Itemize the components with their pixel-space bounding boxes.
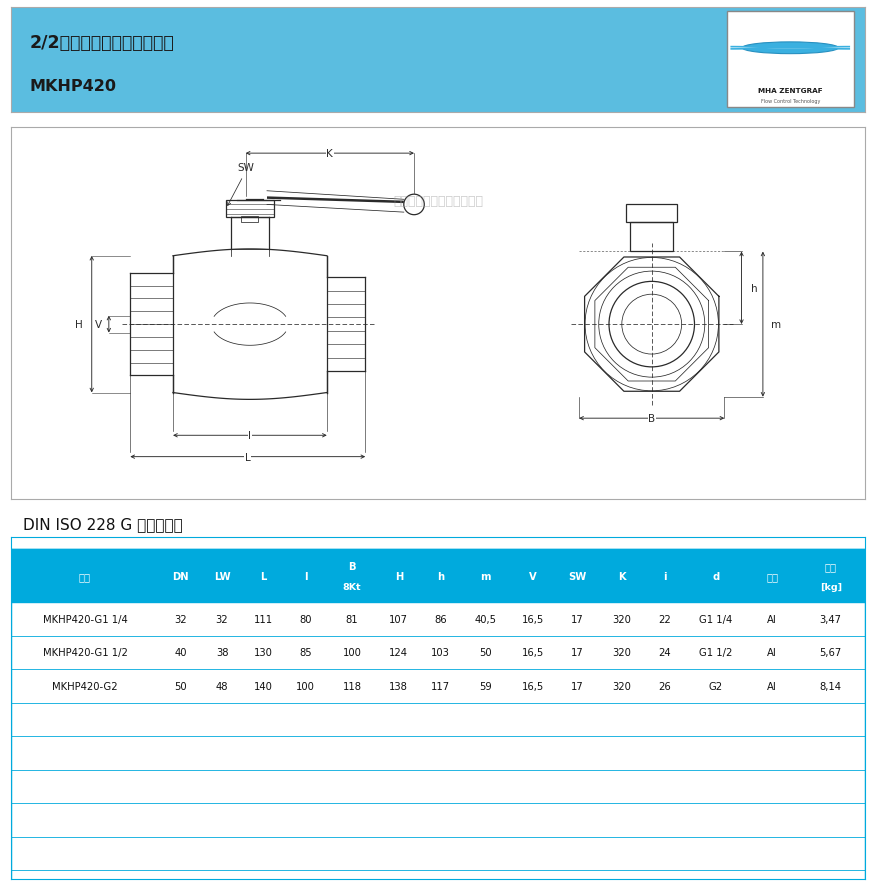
Text: 重量: 重量 bbox=[824, 562, 837, 571]
Bar bbox=[626, 206, 677, 222]
Text: 38: 38 bbox=[215, 648, 229, 657]
Text: L: L bbox=[245, 452, 251, 462]
Text: 80: 80 bbox=[300, 614, 312, 625]
Text: 124: 124 bbox=[389, 648, 408, 657]
Text: 111: 111 bbox=[254, 614, 273, 625]
Text: B: B bbox=[648, 414, 655, 424]
Text: Al: Al bbox=[767, 681, 777, 691]
Text: 8,14: 8,14 bbox=[820, 681, 842, 691]
Text: MKHP420-G2: MKHP420-G2 bbox=[53, 681, 117, 691]
Text: [kg]: [kg] bbox=[820, 582, 842, 591]
Bar bbox=[731, 48, 849, 50]
Text: 50: 50 bbox=[479, 648, 491, 657]
Text: V: V bbox=[529, 571, 537, 581]
Text: 手柄: 手柄 bbox=[766, 571, 778, 581]
Text: 117: 117 bbox=[431, 681, 450, 691]
Text: 32: 32 bbox=[215, 614, 229, 625]
Text: B: B bbox=[349, 562, 356, 571]
Text: MKHP420: MKHP420 bbox=[29, 79, 117, 94]
Text: 16,5: 16,5 bbox=[522, 648, 544, 657]
Text: 40,5: 40,5 bbox=[474, 614, 496, 625]
Text: l: l bbox=[249, 431, 251, 440]
Text: 26: 26 bbox=[659, 681, 671, 691]
Text: Flow Control Technology: Flow Control Technology bbox=[760, 99, 820, 104]
Text: G1 1/4: G1 1/4 bbox=[699, 614, 732, 625]
Text: 22: 22 bbox=[659, 614, 671, 625]
Text: 100: 100 bbox=[343, 648, 362, 657]
Text: H: H bbox=[395, 571, 403, 581]
Text: 17: 17 bbox=[571, 614, 584, 625]
Text: G1 1/2: G1 1/2 bbox=[699, 648, 732, 657]
Text: 85: 85 bbox=[299, 648, 312, 657]
Bar bbox=[226, 201, 274, 218]
Text: K: K bbox=[327, 149, 333, 159]
Text: m: m bbox=[771, 320, 781, 330]
Text: 320: 320 bbox=[613, 614, 632, 625]
Text: 8Kt: 8Kt bbox=[343, 582, 362, 591]
Text: 上海威聚流体设备有限公司: 上海威聚流体设备有限公司 bbox=[393, 194, 483, 207]
Text: 40: 40 bbox=[174, 648, 187, 657]
Bar bbox=[727, 12, 853, 108]
Text: 50: 50 bbox=[174, 681, 187, 691]
Text: 3,47: 3,47 bbox=[820, 614, 842, 625]
Text: H: H bbox=[75, 320, 83, 330]
Text: 100: 100 bbox=[296, 681, 314, 691]
Text: 140: 140 bbox=[254, 681, 273, 691]
Bar bbox=[11, 549, 865, 602]
Text: 32: 32 bbox=[174, 614, 187, 625]
Text: 86: 86 bbox=[434, 614, 447, 625]
Text: 5,67: 5,67 bbox=[820, 648, 842, 657]
Text: Al: Al bbox=[767, 614, 777, 625]
Text: 48: 48 bbox=[215, 681, 229, 691]
Text: 107: 107 bbox=[389, 614, 408, 625]
Text: V: V bbox=[95, 320, 102, 330]
Text: 130: 130 bbox=[254, 648, 273, 657]
Text: 103: 103 bbox=[431, 648, 450, 657]
Text: h: h bbox=[751, 284, 758, 293]
Text: MKHP420-G1 1/4: MKHP420-G1 1/4 bbox=[43, 614, 127, 625]
Text: m: m bbox=[480, 571, 491, 581]
Text: DN: DN bbox=[172, 571, 188, 581]
Text: 81: 81 bbox=[346, 614, 358, 625]
Text: 59: 59 bbox=[479, 681, 491, 691]
Text: h: h bbox=[437, 571, 444, 581]
Text: 16,5: 16,5 bbox=[522, 614, 544, 625]
Circle shape bbox=[742, 43, 838, 55]
Text: 118: 118 bbox=[343, 681, 362, 691]
Text: SW: SW bbox=[237, 163, 254, 173]
Text: 16,5: 16,5 bbox=[522, 681, 544, 691]
Text: 320: 320 bbox=[613, 648, 632, 657]
Text: d: d bbox=[712, 571, 720, 581]
Text: 17: 17 bbox=[571, 648, 584, 657]
Text: G2: G2 bbox=[709, 681, 723, 691]
Text: SW: SW bbox=[569, 571, 587, 581]
Text: 17: 17 bbox=[571, 681, 584, 691]
Bar bbox=[631, 222, 673, 253]
Text: MHA ZENTGRAF: MHA ZENTGRAF bbox=[758, 88, 823, 94]
Text: Al: Al bbox=[767, 648, 777, 657]
Text: 2/2通高压球阀（锻造阀体）: 2/2通高压球阀（锻造阀体） bbox=[29, 35, 174, 52]
Text: 320: 320 bbox=[613, 681, 632, 691]
Text: 型号: 型号 bbox=[79, 571, 91, 581]
Text: L: L bbox=[260, 571, 267, 581]
Text: 24: 24 bbox=[659, 648, 671, 657]
Text: l: l bbox=[304, 571, 307, 581]
Text: LW: LW bbox=[214, 571, 230, 581]
Text: K: K bbox=[618, 571, 626, 581]
Text: i: i bbox=[663, 571, 667, 581]
Text: MKHP420-G1 1/2: MKHP420-G1 1/2 bbox=[43, 648, 127, 657]
Text: 138: 138 bbox=[389, 681, 408, 691]
Text: DIN ISO 228 G 管道内螺纹: DIN ISO 228 G 管道内螺纹 bbox=[24, 517, 183, 532]
